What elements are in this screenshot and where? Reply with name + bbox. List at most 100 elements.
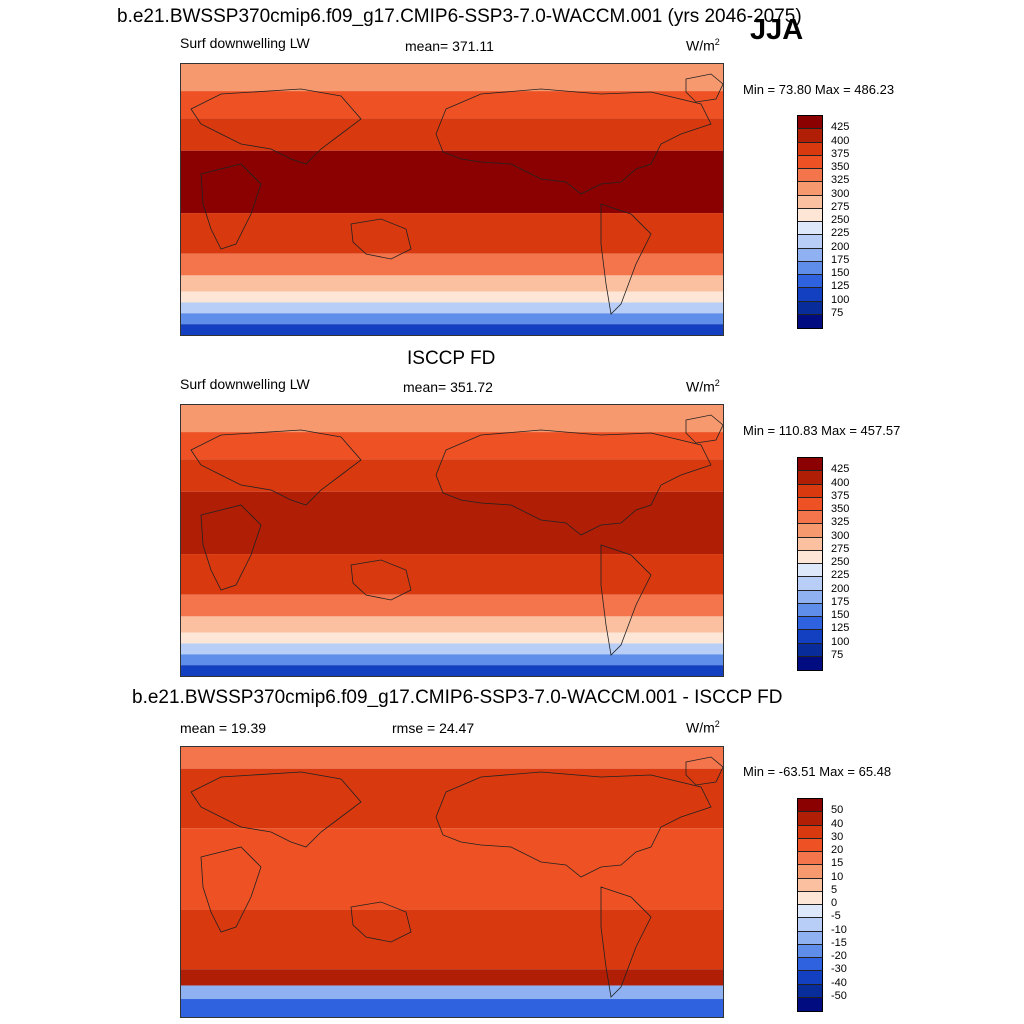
colorbar-swatch (798, 812, 822, 826)
colorbar-swatch (798, 838, 822, 852)
colorbar-swatch (798, 891, 822, 905)
colorbar-swatch (798, 630, 822, 644)
colorbar-tick-label: 5 (831, 883, 838, 896)
panel1-variable-label: Surf downwelling LW (180, 35, 310, 51)
colorbar-swatch (798, 564, 822, 578)
colorbar-swatch (798, 288, 822, 302)
colorbar-swatch (798, 603, 822, 617)
panel2-colorbar (797, 457, 823, 671)
panel1-title: b.e21.BWSSP370cmip6.f09_g17.CMIP6-SSP3-7… (117, 6, 802, 27)
colorbar-swatch (798, 208, 822, 222)
colorbar-tick-label: 275 (831, 542, 850, 555)
colorbar-tick-label: 425 (831, 463, 850, 476)
colorbar-tick-label: 325 (831, 516, 850, 529)
colorbar-swatch (798, 852, 822, 866)
colorbar-tick-label: 15 (831, 857, 844, 870)
colorbar-swatch (798, 799, 822, 813)
colorbar-tick-label: 125 (831, 280, 850, 293)
colorbar-swatch (798, 524, 822, 538)
colorbar-tick-label: 20 (831, 844, 844, 856)
colorbar-swatch (798, 971, 822, 985)
colorbar-tick-label: 300 (831, 529, 850, 542)
colorbar-swatch (798, 129, 822, 143)
colorbar-tick-label: 400 (831, 476, 850, 489)
colorbar-swatch (798, 484, 822, 498)
colorbar-swatch (798, 458, 822, 472)
colorbar-tick-label: 125 (831, 622, 850, 635)
colorbar-swatch (798, 905, 822, 919)
panel1-colorbar (797, 115, 823, 329)
colorbar-tick-label: -30 (831, 963, 847, 976)
colorbar-swatch (798, 656, 822, 670)
panel2-minmax: Min = 110.83 Max = 457.57 (743, 423, 901, 438)
colorbar-tick-label: 175 (831, 253, 850, 266)
colorbar-swatch (798, 617, 822, 631)
colorbar-tick-label: 350 (831, 161, 850, 173)
panel2-observation-map (180, 404, 724, 677)
colorbar-tick-label: 75 (831, 306, 844, 319)
season-label: JJA (750, 14, 804, 46)
colorbar-tick-label: 175 (831, 595, 850, 608)
colorbar-swatch (798, 155, 822, 169)
panel1-mean-label: mean= 371.11 (405, 38, 494, 54)
colorbar-swatch (798, 918, 822, 932)
colorbar-tick-label: 325 (831, 174, 850, 187)
colorbar-tick-label: -10 (831, 923, 847, 936)
colorbar-swatch (798, 301, 822, 315)
panel3-mean-label: mean = 19.39 (180, 720, 267, 736)
panel1-model-map (180, 63, 724, 336)
colorbar-tick-label: 0 (831, 897, 838, 909)
colorbar-swatch (798, 261, 822, 275)
colorbar-swatch (798, 825, 822, 839)
colorbar-swatch (798, 550, 822, 564)
panel2-mean-label: mean= 351.72 (403, 379, 493, 395)
colorbar-tick-label: -15 (831, 936, 847, 949)
colorbar-swatch (798, 511, 822, 525)
colorbar-swatch (798, 314, 822, 328)
colorbar-swatch (798, 182, 822, 196)
colorbar-tick-label: 225 (831, 227, 850, 240)
colorbar-tick-label: 375 (831, 489, 850, 502)
colorbar-swatch (798, 590, 822, 604)
panel2-unit-label: W/m2 (686, 378, 720, 395)
colorbar-swatch (798, 142, 822, 156)
colorbar-swatch (798, 195, 822, 209)
colorbar-swatch (798, 275, 822, 289)
colorbar-tick-label: 100 (831, 293, 850, 306)
colorbar-tick-label: 10 (831, 870, 844, 883)
colorbar-tick-label: 425 (831, 121, 850, 134)
panel3-difference-map (180, 746, 724, 1018)
colorbar-tick-label: 275 (831, 200, 850, 213)
colorbar-tick-label: 225 (831, 569, 850, 582)
colorbar-swatch (798, 248, 822, 262)
colorbar-tick-label: 100 (831, 635, 850, 648)
panel3-colorbar (797, 798, 823, 1012)
colorbar-tick-label: -5 (831, 910, 841, 923)
colorbar-tick-label: 375 (831, 147, 850, 160)
panel3-minmax: Min = -63.51 Max = 65.48 (743, 764, 892, 779)
panel2-title: ISCCP FD (407, 348, 496, 369)
colorbar-tick-label: 30 (831, 830, 844, 843)
colorbar-tick-label: -20 (831, 950, 847, 962)
colorbar-swatch (798, 997, 822, 1011)
panel3-rmse-label: rmse = 24.47 (392, 720, 475, 736)
colorbar-swatch (798, 235, 822, 249)
colorbar-swatch (798, 116, 822, 130)
colorbar-tick-label: 200 (831, 582, 850, 595)
colorbar-tick-label: 250 (831, 214, 850, 226)
colorbar-swatch (798, 931, 822, 945)
panel3-unit-label: W/m2 (686, 719, 720, 736)
colorbar-tick-label: 350 (831, 503, 850, 515)
colorbar-swatch (798, 984, 822, 998)
panel3-title: b.e21.BWSSP370cmip6.f09_g17.CMIP6-SSP3-7… (132, 687, 783, 708)
colorbar-tick-label: 150 (831, 609, 850, 621)
colorbar-swatch (798, 497, 822, 511)
colorbar-swatch (798, 958, 822, 972)
colorbar-tick-label: 200 (831, 240, 850, 253)
colorbar-swatch (798, 471, 822, 485)
panel1-minmax: Min = 73.80 Max = 486.23 (743, 82, 895, 97)
colorbar-swatch (798, 222, 822, 236)
colorbar-swatch (798, 577, 822, 591)
colorbar-tick-label: -40 (831, 976, 847, 989)
colorbar-swatch (798, 169, 822, 183)
